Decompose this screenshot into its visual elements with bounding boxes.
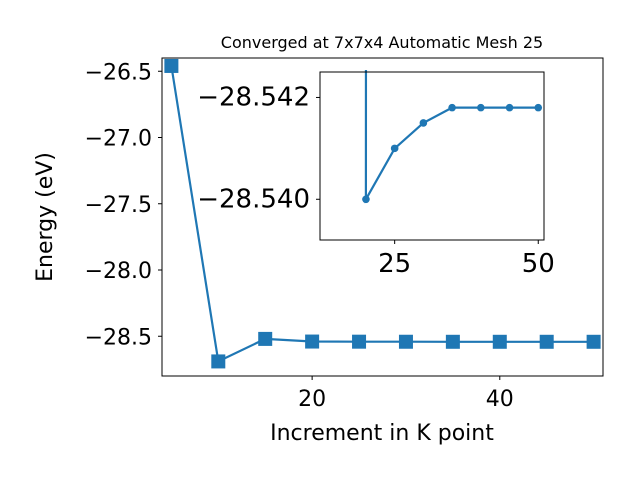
x-axis-title: Increment in K point bbox=[270, 421, 494, 446]
inset-data-point bbox=[477, 103, 485, 112]
main-data-point bbox=[586, 334, 601, 349]
inset-plot-frame bbox=[319, 71, 545, 241]
main-x-tick-label: 40 bbox=[486, 387, 514, 412]
inset-marks bbox=[362, 69, 543, 204]
main-data-point bbox=[164, 58, 179, 73]
inset-data-point bbox=[534, 103, 543, 112]
main-data-point bbox=[352, 334, 367, 349]
inset-x-tick-label: 50 bbox=[522, 249, 555, 279]
inset-plot: −28.542 −28.540 25 50 bbox=[197, 69, 555, 279]
main-data-point bbox=[445, 334, 460, 349]
inset-data-point bbox=[390, 144, 399, 153]
main-y-tick-label: −28.5 bbox=[85, 325, 152, 350]
inset-x-axis: 25 50 bbox=[378, 240, 555, 279]
y-axis-title: Energy (eV) bbox=[33, 152, 58, 282]
main-series-line bbox=[170, 65, 594, 364]
main-data-point bbox=[305, 334, 320, 349]
main-x-tick-label: 20 bbox=[298, 387, 326, 412]
inset-data-point bbox=[448, 103, 456, 112]
main-y-tick-label: −28.0 bbox=[85, 259, 152, 284]
main-data-point bbox=[492, 334, 507, 349]
inset-y-axis: −28.542 −28.540 bbox=[197, 82, 320, 214]
inset-data-point bbox=[419, 119, 428, 127]
main-data-point bbox=[539, 334, 554, 349]
main-x-axis: 20 40 bbox=[298, 376, 514, 412]
main-data-point bbox=[211, 354, 226, 369]
main-y-axis: −26.5 −27.0 −27.5 −28.0 −28.5 bbox=[85, 60, 162, 350]
inset-x-tick-label: 25 bbox=[378, 249, 411, 279]
main-data-point bbox=[398, 334, 413, 349]
main-data-point bbox=[258, 331, 273, 346]
inset-series-line bbox=[364, 69, 539, 204]
inset-background bbox=[320, 72, 544, 240]
inset-data-point bbox=[362, 195, 370, 204]
main-plot-frame bbox=[161, 57, 604, 377]
main-y-tick-label: −26.5 bbox=[85, 60, 152, 85]
inset-y-tick-label: −28.540 bbox=[197, 184, 310, 214]
inset-y-tick-label: −28.542 bbox=[197, 82, 310, 112]
chart-title: Converged at 7x7x4 Automatic Mesh 25 bbox=[221, 33, 543, 52]
main-y-tick-label: −27.5 bbox=[85, 193, 152, 218]
inset-data-point bbox=[505, 103, 514, 112]
main-plot: Converged at 7x7x4 Automatic Mesh 25 −26… bbox=[33, 33, 604, 446]
main-y-tick-label: −27.0 bbox=[85, 127, 152, 152]
main-marks bbox=[164, 58, 601, 369]
